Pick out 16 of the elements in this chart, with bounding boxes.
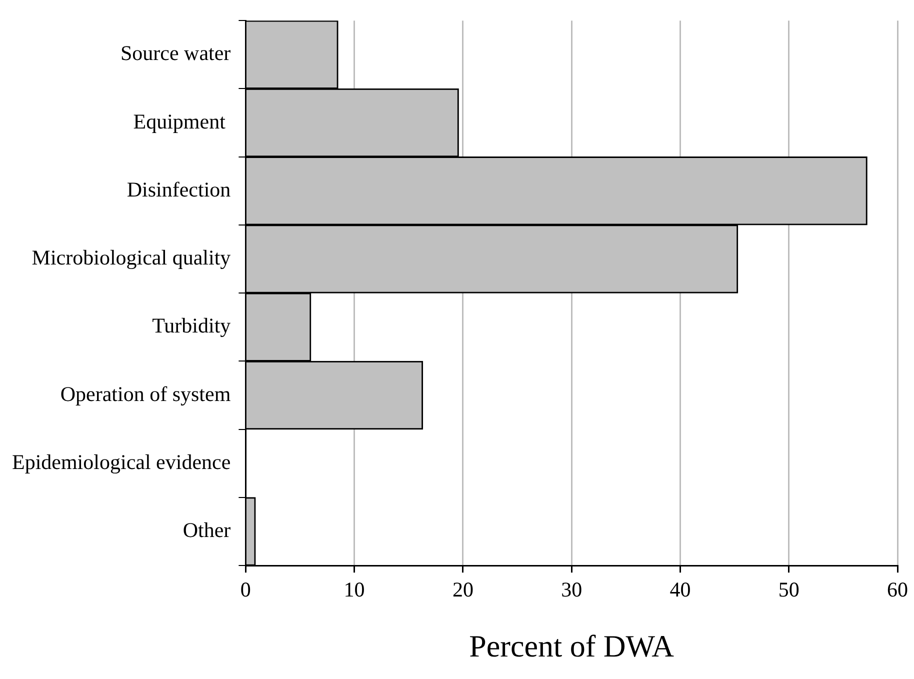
x-tick-label: 10 <box>344 578 365 602</box>
y-tick-label: Source water <box>120 41 231 66</box>
y-tick-label: Turbidity <box>152 314 232 338</box>
y-tick-label: Epidemiological evidence <box>12 450 231 474</box>
y-tick-label: Equipment <box>133 109 231 134</box>
x-axis-title: Percent of DWA <box>469 628 675 664</box>
y-tick-label: Disinfection <box>126 177 232 202</box>
y-tick-label: Operation of system <box>60 382 231 406</box>
y-tick-label: Other <box>182 518 231 542</box>
x-tick-label: 20 <box>452 578 474 602</box>
y-tick-label: Microbiological quality <box>32 246 232 270</box>
x-tick-label: 0 <box>240 578 251 602</box>
x-tick-label: 30 <box>561 578 582 602</box>
x-tick-label: 60 <box>887 578 908 602</box>
x-tick-label: 50 <box>778 578 800 602</box>
x-tick-label: 40 <box>670 578 691 602</box>
